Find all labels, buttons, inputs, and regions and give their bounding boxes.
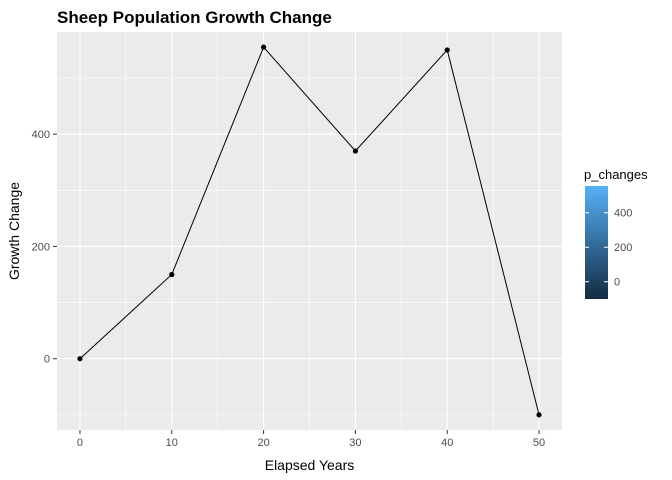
- x-tick-label: 0: [77, 437, 83, 449]
- legend-tick-label: 400: [614, 208, 632, 220]
- x-tick-label: 10: [166, 437, 178, 449]
- x-axis: 0 10 20 30 40 50: [77, 430, 545, 449]
- y-axis: 0 200 400: [32, 129, 57, 366]
- x-tick-label: 30: [349, 437, 361, 449]
- x-tick-label: 40: [441, 437, 453, 449]
- data-point: [260, 44, 267, 50]
- series-layer: [77, 44, 542, 418]
- y-tick-label: 200: [32, 241, 50, 253]
- legend-ticks: 0 200 400: [585, 208, 632, 289]
- data-point: [536, 412, 542, 418]
- x-axis-title: Elapsed Years: [265, 457, 355, 473]
- x-tick-label: 50: [533, 437, 545, 449]
- major-grid: [57, 32, 562, 430]
- legend: p_changes 0 200 400: [584, 167, 648, 299]
- legend-title: p_changes: [584, 167, 648, 182]
- y-tick-label: 400: [32, 129, 50, 141]
- series-line: [79, 46, 540, 415]
- data-point: [352, 148, 359, 154]
- data-point: [77, 356, 83, 362]
- y-axis-title: Growth Change: [6, 182, 22, 280]
- y-tick-label: 0: [44, 354, 50, 366]
- x-tick-label: 20: [257, 437, 269, 449]
- legend-tick-label: 200: [614, 242, 632, 254]
- plot-title: Sheep Population Growth Change: [57, 8, 332, 27]
- data-point: [444, 47, 450, 53]
- data-point: [169, 271, 175, 278]
- legend-tick-label: 0: [614, 277, 620, 289]
- legend-colorbar: [585, 186, 608, 299]
